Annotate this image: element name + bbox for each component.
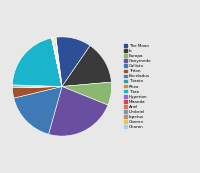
Wedge shape	[56, 37, 90, 86]
Wedge shape	[12, 85, 62, 86]
Wedge shape	[52, 38, 62, 86]
Wedge shape	[12, 86, 62, 98]
Wedge shape	[52, 38, 62, 86]
Wedge shape	[62, 46, 111, 86]
Legend: The Moon, Io, Europa, Ganymede, Callisto, Triton, Enceladus, Titania, Rhea, Tita: The Moon, Io, Europa, Ganymede, Callisto…	[124, 44, 152, 129]
Wedge shape	[12, 38, 62, 86]
Wedge shape	[55, 37, 62, 86]
Wedge shape	[53, 38, 62, 86]
Wedge shape	[52, 38, 62, 86]
Wedge shape	[54, 37, 62, 86]
Wedge shape	[12, 86, 62, 88]
Wedge shape	[49, 86, 108, 136]
Wedge shape	[12, 86, 62, 88]
Wedge shape	[62, 82, 112, 105]
Wedge shape	[52, 38, 62, 86]
Wedge shape	[14, 86, 62, 134]
